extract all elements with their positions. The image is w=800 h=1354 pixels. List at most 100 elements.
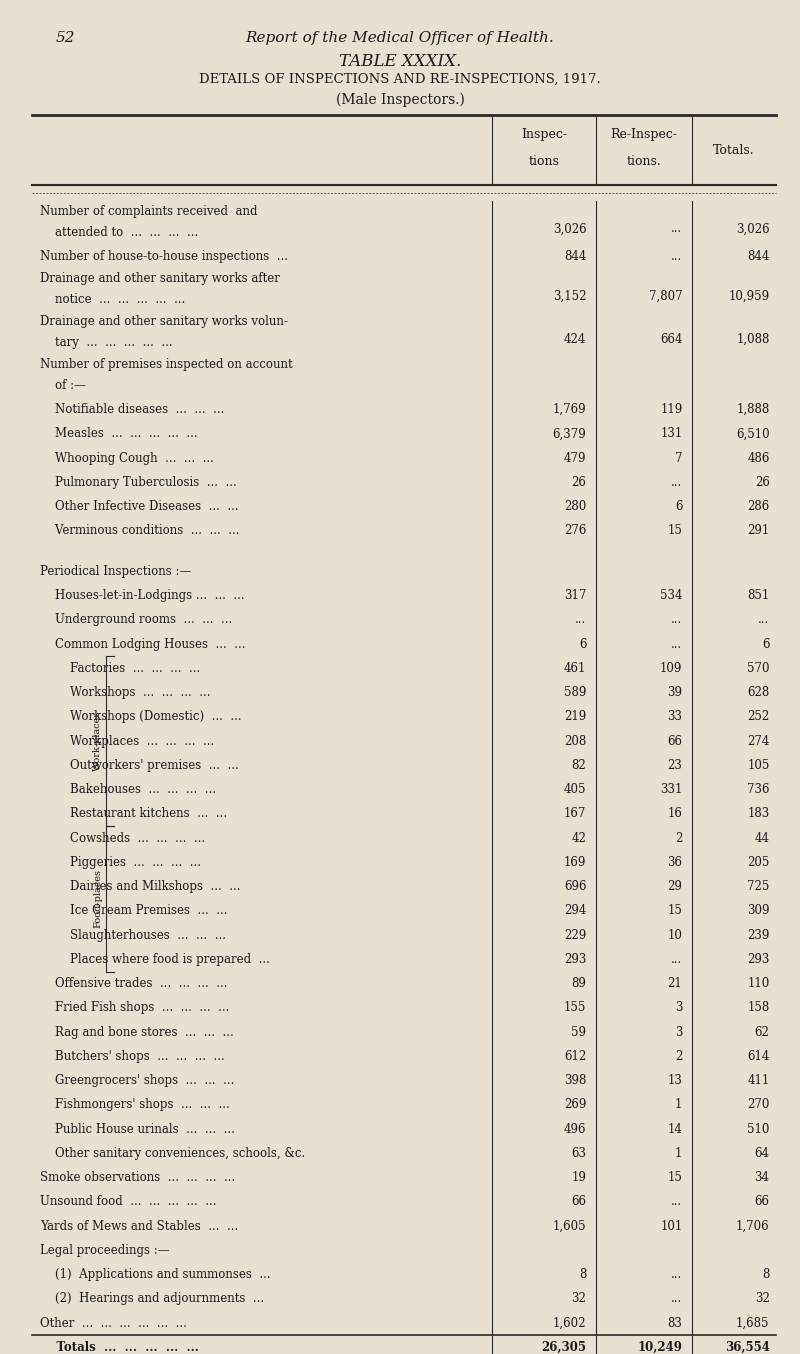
Text: Public House urinals  ...  ...  ...: Public House urinals ... ... ... xyxy=(40,1122,235,1136)
Text: 110: 110 xyxy=(747,978,770,990)
Text: 276: 276 xyxy=(564,524,586,538)
Text: 1: 1 xyxy=(675,1098,682,1112)
Text: 109: 109 xyxy=(660,662,682,674)
Text: 270: 270 xyxy=(747,1098,770,1112)
Text: ...: ... xyxy=(575,613,586,627)
Text: 36,554: 36,554 xyxy=(725,1340,770,1354)
Text: 1,602: 1,602 xyxy=(553,1316,586,1330)
Text: 59: 59 xyxy=(571,1026,586,1039)
Text: Fishmongers' shops  ...  ...  ...: Fishmongers' shops ... ... ... xyxy=(40,1098,230,1112)
Text: 3: 3 xyxy=(675,1026,682,1039)
Text: ...: ... xyxy=(671,222,682,236)
Text: DETAILS OF INSPECTIONS AND RE-INSPECTIONS, 1917.: DETAILS OF INSPECTIONS AND RE-INSPECTION… xyxy=(199,73,601,85)
Text: 614: 614 xyxy=(747,1049,770,1063)
Text: Totals  ...  ...  ...  ...  ...: Totals ... ... ... ... ... xyxy=(40,1340,199,1354)
Text: Number of complaints received  and: Number of complaints received and xyxy=(40,204,258,218)
Text: Totals.: Totals. xyxy=(713,145,755,157)
Text: 274: 274 xyxy=(747,735,770,747)
Text: 205: 205 xyxy=(747,856,770,869)
Text: 7,807: 7,807 xyxy=(649,290,682,303)
Text: Legal proceedings :—: Legal proceedings :— xyxy=(40,1244,170,1257)
Text: Inspec-: Inspec- xyxy=(521,129,567,141)
Text: 15: 15 xyxy=(667,1171,682,1185)
Text: Underground rooms  ...  ...  ...: Underground rooms ... ... ... xyxy=(40,613,232,627)
Text: 398: 398 xyxy=(564,1074,586,1087)
Text: 510: 510 xyxy=(747,1122,770,1136)
Text: ...: ... xyxy=(671,475,682,489)
Text: 2: 2 xyxy=(675,831,682,845)
Text: ...: ... xyxy=(671,953,682,965)
Text: Work-places: Work-places xyxy=(94,711,102,772)
Text: 3: 3 xyxy=(675,1002,682,1014)
Text: 479: 479 xyxy=(564,452,586,464)
Text: (2)  Hearings and adjournments  ...: (2) Hearings and adjournments ... xyxy=(40,1293,264,1305)
Text: Slaughterhouses  ...  ...  ...: Slaughterhouses ... ... ... xyxy=(40,929,226,941)
Text: Food-places: Food-places xyxy=(94,869,102,929)
Text: 317: 317 xyxy=(564,589,586,603)
Text: 83: 83 xyxy=(667,1316,682,1330)
Text: 34: 34 xyxy=(754,1171,770,1185)
Text: 16: 16 xyxy=(667,807,682,821)
Text: Fried Fish shops  ...  ...  ...  ...: Fried Fish shops ... ... ... ... xyxy=(40,1002,230,1014)
Text: 411: 411 xyxy=(747,1074,770,1087)
Text: 1,685: 1,685 xyxy=(736,1316,770,1330)
Text: Number of premises inspected on account: Number of premises inspected on account xyxy=(40,359,293,371)
Text: Houses-let-in-Lodgings ...  ...  ...: Houses-let-in-Lodgings ... ... ... xyxy=(40,589,245,603)
Text: 461: 461 xyxy=(564,662,586,674)
Text: Common Lodging Houses  ...  ...: Common Lodging Houses ... ... xyxy=(40,638,246,651)
Text: Whooping Cough  ...  ...  ...: Whooping Cough ... ... ... xyxy=(40,452,214,464)
Text: 8: 8 xyxy=(579,1269,586,1281)
Text: 331: 331 xyxy=(660,783,682,796)
Text: Other sanitary conveniences, schools, &c.: Other sanitary conveniences, schools, &c… xyxy=(40,1147,306,1160)
Text: 7: 7 xyxy=(675,452,682,464)
Text: 52: 52 xyxy=(56,31,75,45)
Text: 26,305: 26,305 xyxy=(542,1340,586,1354)
Text: Report of the Medical Officer of Health.: Report of the Medical Officer of Health. xyxy=(246,31,554,45)
Text: Measles  ...  ...  ...  ...  ...: Measles ... ... ... ... ... xyxy=(40,428,198,440)
Text: 486: 486 xyxy=(747,452,770,464)
Text: 664: 664 xyxy=(660,333,682,345)
Text: Smoke observations  ...  ...  ...  ...: Smoke observations ... ... ... ... xyxy=(40,1171,235,1185)
Text: 736: 736 xyxy=(747,783,770,796)
Text: 15: 15 xyxy=(667,524,682,538)
Text: (1)  Applications and summonses  ...: (1) Applications and summonses ... xyxy=(40,1269,270,1281)
Text: 612: 612 xyxy=(564,1049,586,1063)
Text: 33: 33 xyxy=(667,711,682,723)
Text: Other Infective Diseases  ...  ...: Other Infective Diseases ... ... xyxy=(40,500,238,513)
Text: 6,379: 6,379 xyxy=(553,428,586,440)
Text: 844: 844 xyxy=(747,249,770,263)
Text: ...: ... xyxy=(671,1196,682,1209)
Text: 10: 10 xyxy=(667,929,682,941)
Text: 15: 15 xyxy=(667,904,682,918)
Text: 29: 29 xyxy=(667,880,682,894)
Text: Dairies and Milkshops  ...  ...: Dairies and Milkshops ... ... xyxy=(40,880,241,894)
Text: 167: 167 xyxy=(564,807,586,821)
Text: 131: 131 xyxy=(660,428,682,440)
Text: 89: 89 xyxy=(571,978,586,990)
Text: 6: 6 xyxy=(762,638,770,651)
Text: Piggeries  ...  ...  ...  ...: Piggeries ... ... ... ... xyxy=(40,856,201,869)
Text: 10,959: 10,959 xyxy=(729,290,770,303)
Text: ...: ... xyxy=(671,1293,682,1305)
Text: ...: ... xyxy=(671,1269,682,1281)
Text: ...: ... xyxy=(671,638,682,651)
Text: 66: 66 xyxy=(667,735,682,747)
Text: 1,706: 1,706 xyxy=(736,1220,770,1232)
Text: Offensive trades  ...  ...  ...  ...: Offensive trades ... ... ... ... xyxy=(40,978,227,990)
Text: 158: 158 xyxy=(747,1002,770,1014)
Text: Number of house-to-house inspections  ...: Number of house-to-house inspections ... xyxy=(40,249,288,263)
Text: 32: 32 xyxy=(571,1293,586,1305)
Text: 19: 19 xyxy=(571,1171,586,1185)
Text: tions: tions xyxy=(529,156,559,168)
Text: 496: 496 xyxy=(564,1122,586,1136)
Text: 3,026: 3,026 xyxy=(553,222,586,236)
Text: 1: 1 xyxy=(675,1147,682,1160)
Text: 183: 183 xyxy=(747,807,770,821)
Text: 405: 405 xyxy=(564,783,586,796)
Text: 14: 14 xyxy=(667,1122,682,1136)
Text: 36: 36 xyxy=(667,856,682,869)
Text: 239: 239 xyxy=(747,929,770,941)
Text: Workplaces  ...  ...  ...  ...: Workplaces ... ... ... ... xyxy=(40,735,214,747)
Text: 286: 286 xyxy=(747,500,770,513)
Text: 82: 82 xyxy=(572,758,586,772)
